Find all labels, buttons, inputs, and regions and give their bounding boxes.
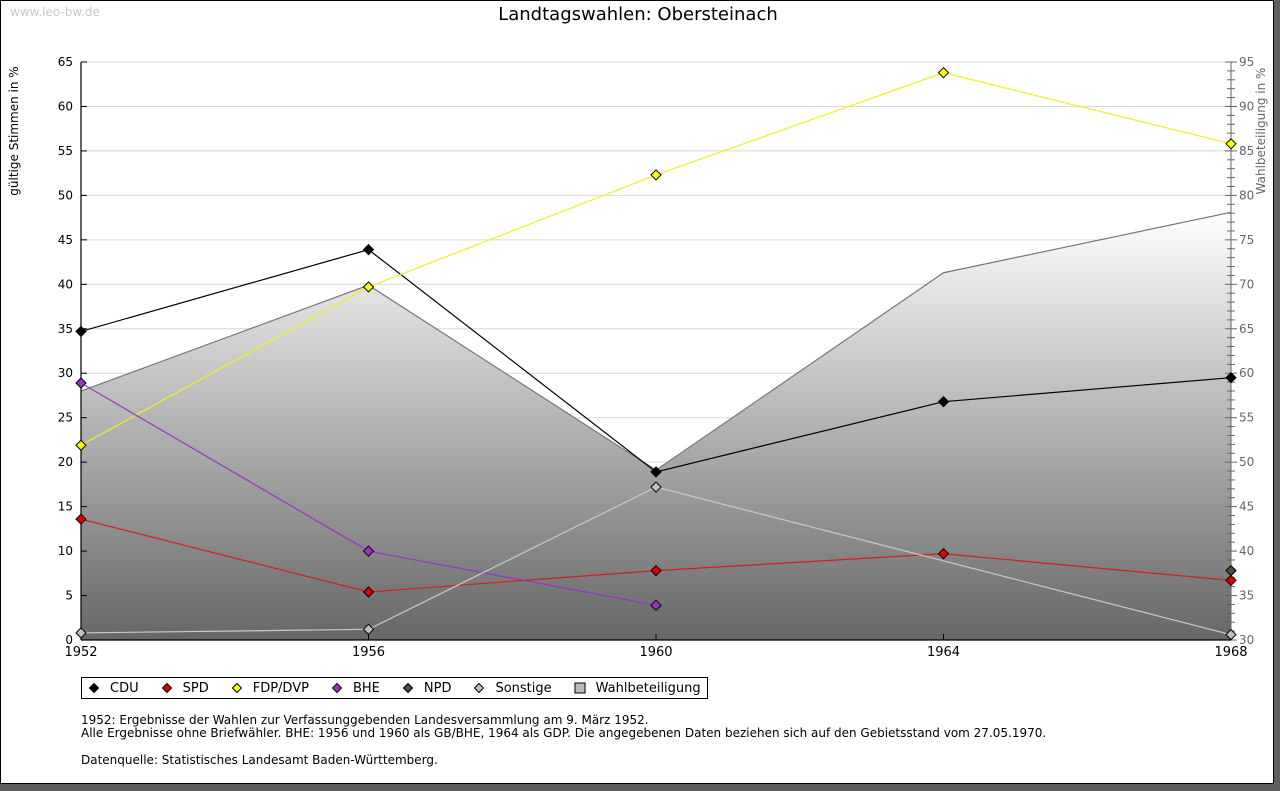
y-tick-label-right: 40: [1239, 544, 1254, 558]
marker-sonstige: [362, 623, 375, 636]
y-tick-label-right: 90: [1239, 99, 1254, 113]
legend-item: FDP/DVP: [231, 681, 309, 696]
chart-plot: 0 5 10 15 20 25 30 35 40 45 50 55 60 65 30 35 40 45 50 55 60…: [58, 55, 1255, 660]
y-tick-label-right: 95: [1239, 55, 1254, 69]
marker-cdu: [1225, 371, 1237, 384]
y-tick-label-right: 35: [1239, 589, 1254, 603]
axes: [80, 61, 1237, 641]
x-tick-label: 1960: [639, 645, 672, 660]
y-tick-label-left: 5: [65, 589, 73, 603]
marker-sonstige: [1225, 628, 1237, 641]
y-tick-label-left: 45: [58, 233, 73, 247]
marker-npd: [1225, 564, 1237, 577]
legend-label: SPD: [182, 680, 209, 696]
footnote: Alle Ergebnisse ohne Briefwähler. BHE: 1…: [81, 726, 1047, 740]
y-tick-label-right: 75: [1239, 233, 1254, 247]
y-tick-label-right: 85: [1239, 144, 1254, 158]
legend-diamond-icon: [402, 682, 414, 694]
marker-spd: [1225, 574, 1237, 587]
y-tick-label-left: 60: [58, 99, 73, 113]
marker-bhe: [362, 545, 375, 557]
y-tick-label-left: 55: [58, 144, 73, 158]
tick-labels: 0 5 10 15 20 25 30 35 40 45 50 55 60 65 30 35 40 45 50 55 60…: [58, 55, 1255, 660]
y-tick-label-left: 30: [58, 366, 73, 380]
y-tick-label-right: 65: [1239, 322, 1254, 336]
y-tick-label-right: 60: [1239, 366, 1254, 380]
marker-fdp-dvp: [1225, 138, 1237, 150]
series-line-sonstige: [80, 486, 1232, 636]
y-tick-label-left: 25: [58, 411, 73, 425]
y-tick-label-right: 70: [1239, 277, 1254, 291]
y-tick-label-left: 40: [58, 277, 73, 291]
y-tick-label-right: 55: [1239, 411, 1254, 425]
footnote: 1952: Ergebnisse der Wahlen zur Verfassu…: [81, 713, 649, 727]
legend-label: CDU: [110, 680, 139, 696]
legend-item: Sonstige: [473, 680, 552, 696]
footnotes: 1952: Ergebnisse der Wahlen zur Verfassu…: [81, 714, 1046, 740]
marker-spd: [362, 586, 375, 598]
y-tick-label-left: 65: [58, 55, 73, 69]
chart-title: Landtagswahlen: Obersteinach: [498, 4, 778, 25]
marker-spd: [937, 548, 950, 560]
marker-bhe: [650, 599, 662, 612]
y-tick-label-right: 30: [1239, 633, 1254, 647]
marker-cdu: [362, 243, 375, 256]
watermark: www.leo-bw.de: [10, 5, 100, 19]
legend: CDU SPD FDP/DVP BHE NPD Sonstige Wahlbeteiligu…: [81, 677, 708, 699]
legend-label: Wahlbeteiligung: [595, 680, 701, 696]
legend-item: Wahlbeteiligung: [574, 681, 701, 696]
x-tick-label: 1956: [352, 645, 385, 660]
turnout-area-fill: [81, 212, 1231, 640]
legend-item: SPD: [161, 681, 209, 696]
marker-sonstige: [75, 627, 87, 639]
legend-label: BHE: [352, 680, 380, 696]
marker-fdp-dvp: [937, 66, 950, 79]
y-tick-label-left: 15: [58, 500, 73, 514]
marker-bhe: [75, 377, 87, 389]
legend-label: NPD: [423, 680, 452, 696]
legend-diamond-icon: [231, 682, 242, 694]
legend-item: BHE: [331, 681, 380, 696]
y-tick-label-left: 0: [65, 633, 73, 647]
y-tick-label-right: 45: [1239, 500, 1254, 514]
x-tick-label: 1952: [64, 645, 97, 660]
legend-label: Sonstige: [495, 680, 552, 696]
y-tick-label-left: 50: [58, 188, 73, 202]
marker-spd: [650, 564, 662, 577]
y-tick-label-left: 35: [58, 322, 73, 336]
y-tick-label-right: 50: [1239, 455, 1254, 469]
y-tick-label-right: 80: [1239, 188, 1254, 202]
y-tick-label-left: 10: [58, 544, 73, 558]
marker-fdp-dvp: [75, 439, 87, 451]
marker-spd: [75, 513, 87, 525]
marker-cdu: [937, 395, 950, 408]
legend-diamond-icon: [474, 682, 485, 694]
marker-fdp-dvp: [362, 281, 375, 293]
marker-cdu: [75, 325, 87, 338]
legend-label: FDP/DVP: [252, 680, 309, 696]
marker-fdp-dvp: [650, 169, 662, 181]
marker-cdu: [650, 466, 662, 478]
legend-item: NPD: [402, 680, 452, 696]
legend-diamond-icon: [161, 682, 172, 694]
legend-diamond-icon: [88, 682, 100, 694]
legend-diamond-icon: [331, 682, 343, 694]
legend-square-icon: [574, 682, 586, 694]
data-source: Datenquelle: Statistisches Landesamt Bad…: [81, 753, 438, 767]
series-markers: [75, 66, 1237, 641]
x-tick-label: 1964: [927, 645, 960, 660]
x-tick-label: 1968: [1214, 645, 1247, 660]
marker-sonstige: [650, 481, 662, 493]
legend-item: CDU: [88, 681, 139, 696]
y-tick-label-left: 20: [58, 455, 73, 469]
